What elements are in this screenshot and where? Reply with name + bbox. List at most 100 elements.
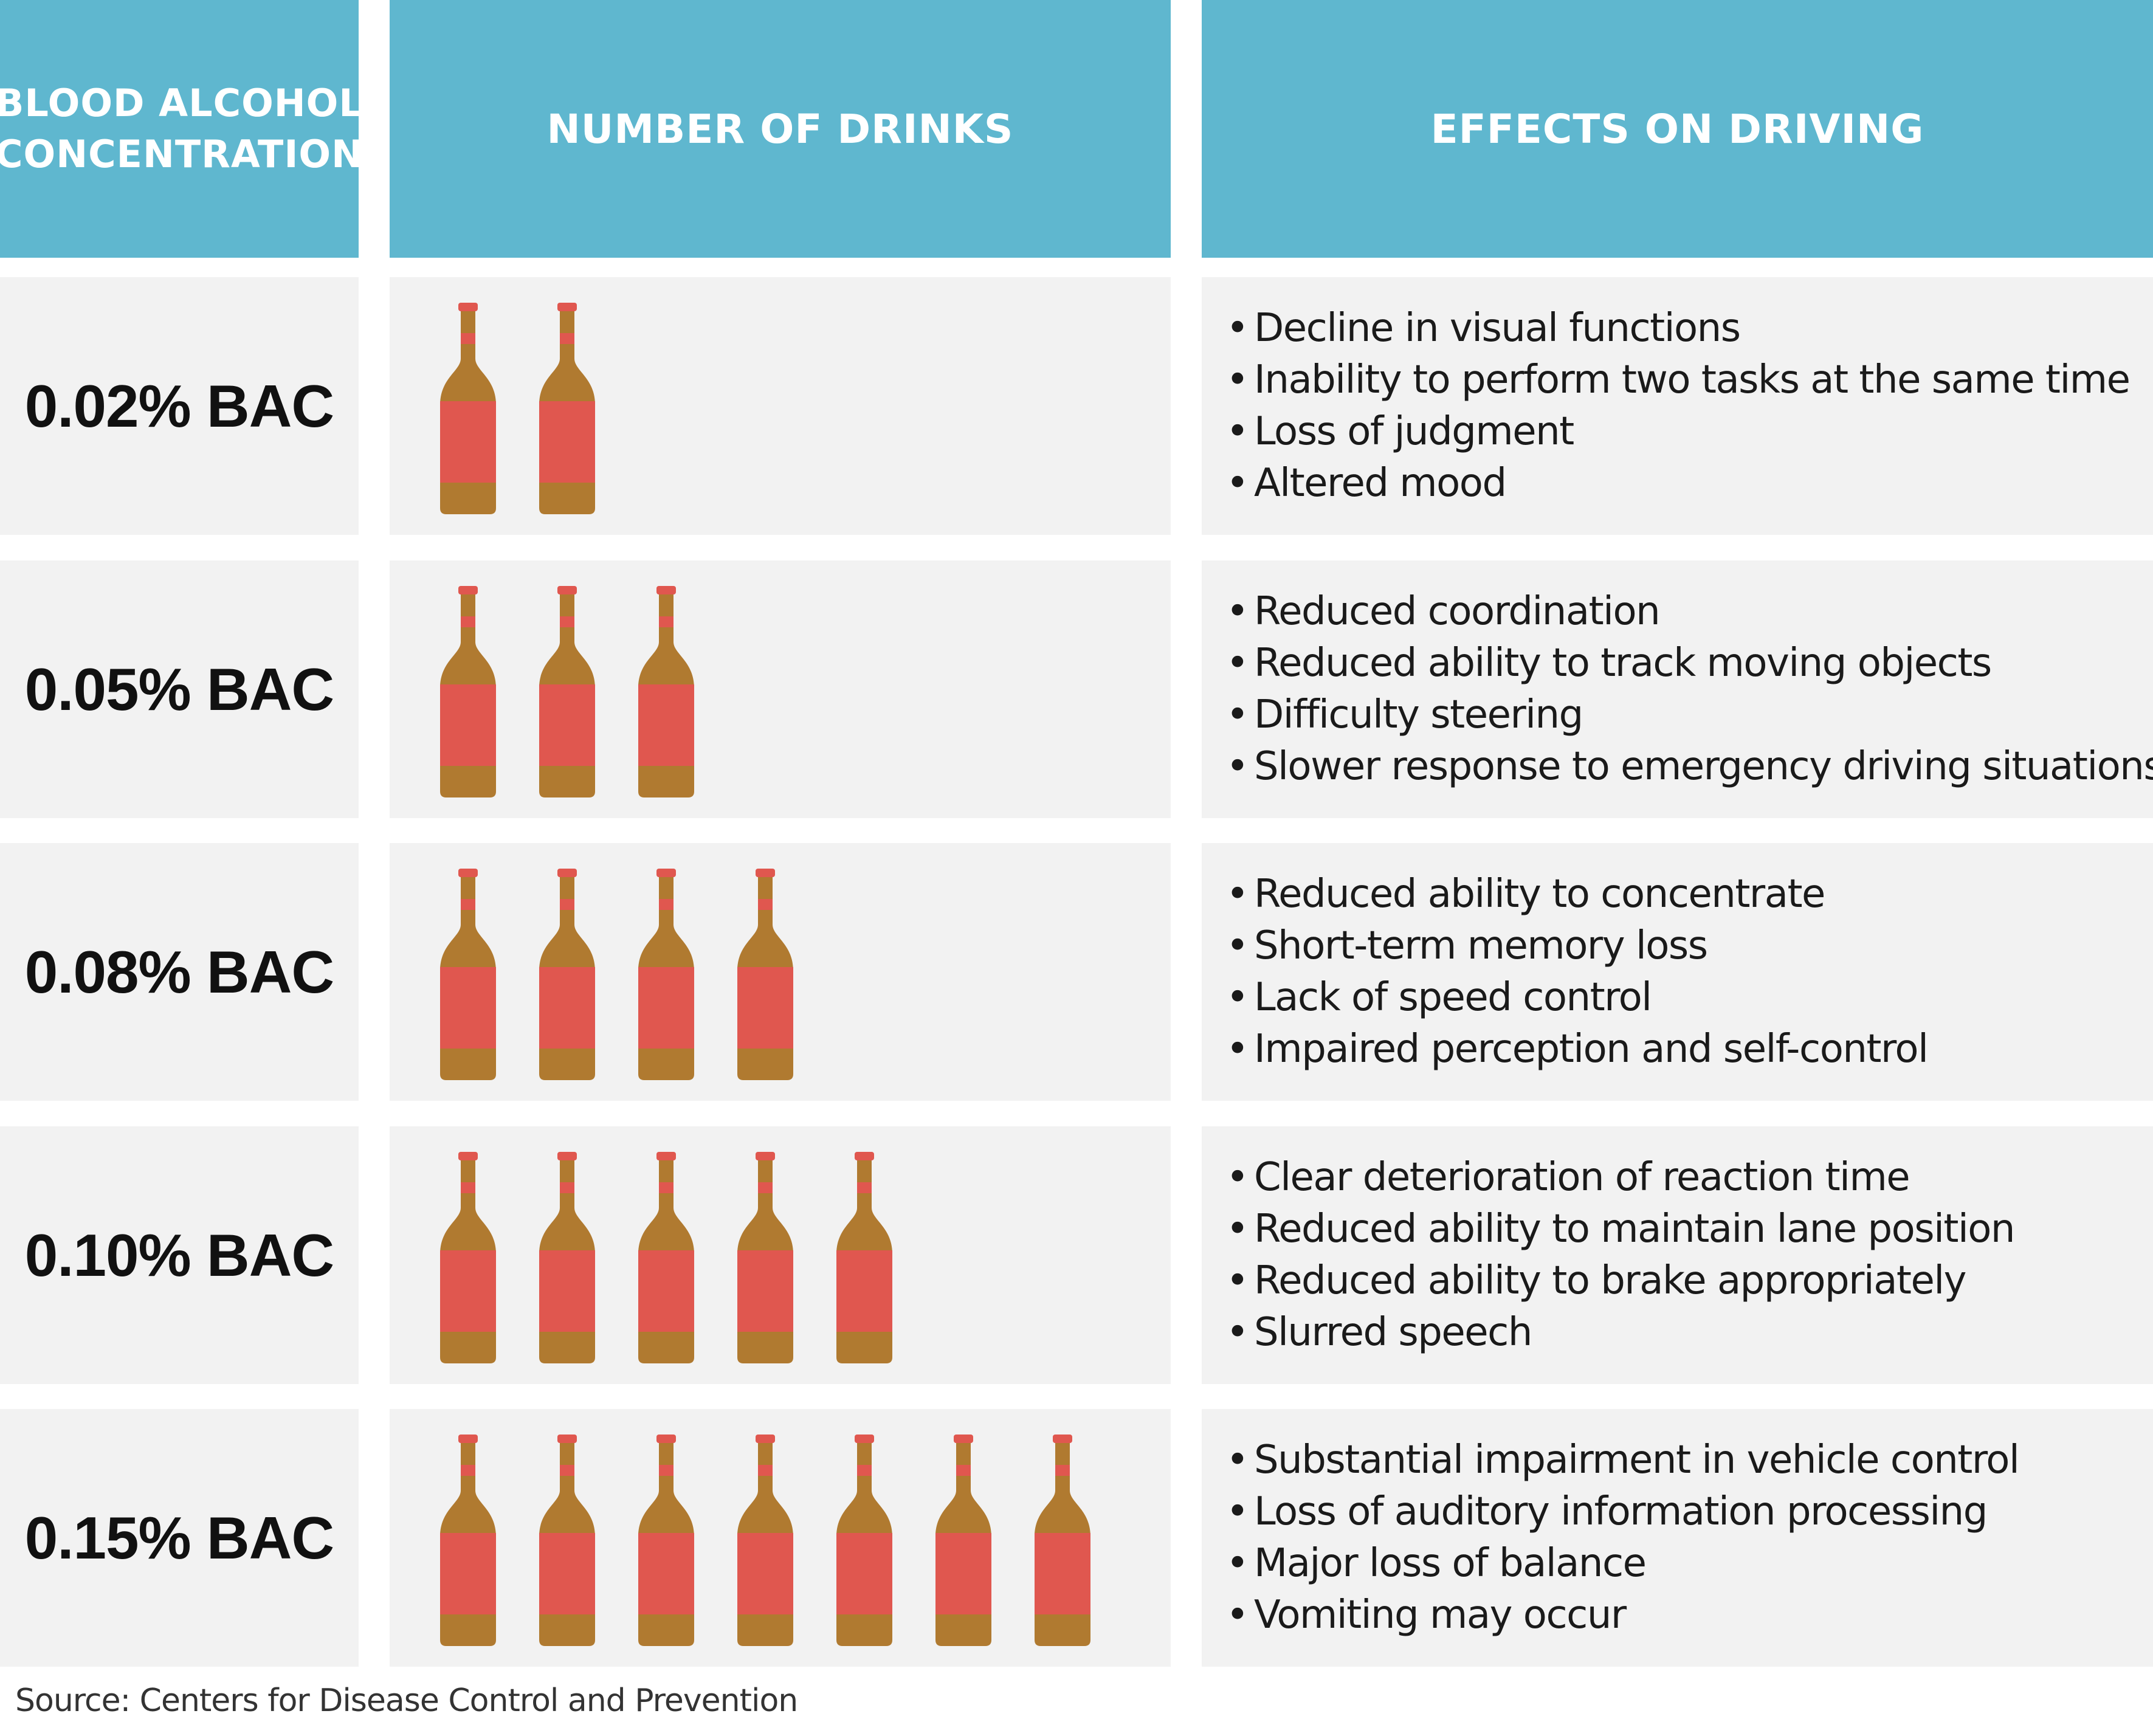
effect-text: Loss of judgment [1254,409,1574,454]
beer-bottle-icon [440,869,496,1080]
bullet-icon: • [1226,306,1249,351]
beer-bottle-icon [539,586,595,797]
drinks-cell [390,843,1171,1101]
header-effects: EFFECTS ON DRIVING [1202,0,2153,258]
effect-text: Reduced coordination [1254,589,1661,634]
drinks-cell [390,1409,1171,1667]
effects-list: • Clear deterioration of reaction time • R… [1226,1152,2153,1359]
effect-item: • Decline in visual functions [1226,303,2153,354]
effects-list: • Reduced ability to concentrate • Short-t… [1226,869,2153,1075]
effect-item: • Reduced coordination [1226,586,2153,638]
effects-list: • Decline in visual functions • Inability … [1226,303,2153,509]
beer-bottle-icon [836,1152,892,1363]
effect-text: Inability to perform two tasks at the sa… [1254,357,2131,402]
bullet-icon: • [1226,357,1249,402]
effect-item: • Vomiting may occur [1226,1590,2153,1641]
beer-bottle-icon [737,1152,793,1363]
bac-value: 0.08% BAC [24,938,334,1005]
beer-bottle-icon [737,869,793,1080]
beer-bottle-icon [539,869,595,1080]
beer-bottle-icon [440,586,496,797]
header-effects-label: EFFECTS ON DRIVING [1430,105,1924,153]
effect-text: Altered mood [1254,461,1507,506]
bullet-icon: • [1226,1207,1249,1252]
header-drinks: NUMBER OF DRINKS [390,0,1171,258]
effect-item: • Short-term memory loss [1226,920,2153,972]
effect-text: Substantial impairment in vehicle contro… [1254,1438,2020,1483]
beer-bottle-icon [638,1152,694,1363]
effect-item: • Slurred speech [1226,1307,2153,1359]
effect-item: • Impaired perception and self-control [1226,1024,2153,1075]
bullet-icon: • [1226,923,1249,968]
effect-text: Reduced ability to concentrate [1254,872,1825,917]
drinks-cell [390,1126,1171,1384]
effect-item: • Major loss of balance [1226,1538,2153,1590]
bullet-icon: • [1226,1489,1249,1534]
beer-bottle-icon [440,303,496,514]
header-bac: BLOOD ALCOHOL CONCENTRATION [0,0,363,258]
effect-text: Lack of speed control [1254,975,1652,1020]
bullet-icon: • [1226,692,1249,737]
effect-item: • Reduced ability to maintain lane positi… [1226,1204,2153,1255]
effect-item: • Slower response to emergency driving si… [1226,741,2153,793]
bullet-icon: • [1226,1027,1249,1072]
effects-cell: • Clear deterioration of reaction time • R… [1202,1126,2153,1384]
effect-item: • Inability to perform two tasks at the s… [1226,354,2153,406]
bac-cell: 0.05% BAC [0,560,359,818]
bullet-icon: • [1226,1155,1249,1200]
drinks-cell [390,277,1171,535]
beer-bottle-icon [737,1435,793,1646]
effect-text: Reduced ability to maintain lane positio… [1254,1207,2015,1252]
effect-text: Decline in visual functions [1254,306,1741,351]
effects-list: • Reduced coordination • Reduced ability t… [1226,586,2153,793]
effect-item: • Reduced ability to brake appropriately [1226,1255,2153,1307]
effect-item: • Loss of auditory information processing [1226,1486,2153,1538]
effects-list: • Substantial impairment in vehicle contr… [1226,1435,2153,1641]
effect-text: Major loss of balance [1254,1541,1647,1586]
beer-bottle-icon [1035,1435,1090,1646]
bullet-icon: • [1226,589,1249,634]
bullet-icon: • [1226,409,1249,454]
beer-bottle-icon [935,1435,991,1646]
bullet-icon: • [1226,461,1249,506]
beer-bottle-icon [440,1435,496,1646]
bac-cell: 0.15% BAC [0,1409,359,1667]
effects-cell: • Reduced coordination • Reduced ability t… [1202,560,2153,818]
bac-cell: 0.10% BAC [0,1126,359,1384]
bullet-icon: • [1226,1310,1249,1355]
effects-cell: • Substantial impairment in vehicle contr… [1202,1409,2153,1667]
effect-text: Reduced ability to brake appropriately [1254,1258,1967,1303]
bullet-icon: • [1226,641,1249,686]
bullet-icon: • [1226,872,1249,917]
beer-bottle-icon [440,1152,496,1363]
beer-bottle-icon [539,303,595,514]
bac-value: 0.02% BAC [24,372,334,439]
bac-cell: 0.02% BAC [0,277,359,535]
effect-item: • Clear deterioration of reaction time [1226,1152,2153,1204]
bullet-icon: • [1226,1541,1249,1586]
effect-text: Reduced ability to track moving objects [1254,641,1992,686]
effect-text: Difficulty steering [1254,692,1583,737]
effect-text: Impaired perception and self-control [1254,1027,1929,1072]
header-bac-label: BLOOD ALCOHOL CONCENTRATION [0,81,363,176]
effect-text: Slower response to emergency driving sit… [1254,744,2153,789]
beer-bottle-icon [539,1152,595,1363]
effect-text: Vomiting may occur [1254,1593,1627,1638]
bullet-icon: • [1226,1438,1249,1483]
effect-item: • Substantial impairment in vehicle contr… [1226,1435,2153,1486]
beer-bottle-icon [638,869,694,1080]
source-note: Source: Centers for Disease Control and … [15,1683,798,1719]
effect-text: Slurred speech [1254,1310,1532,1355]
effects-cell: • Reduced ability to concentrate • Short-t… [1202,843,2153,1101]
header-drinks-label: NUMBER OF DRINKS [546,105,1014,153]
bullet-icon: • [1226,1593,1249,1638]
beer-bottle-icon [539,1435,595,1646]
effect-item: • Altered mood [1226,458,2153,509]
effect-item: • Lack of speed control [1226,972,2153,1024]
bullet-icon: • [1226,1258,1249,1303]
effect-text: Short-term memory loss [1254,923,1708,968]
bac-value: 0.05% BAC [24,655,334,723]
effects-cell: • Decline in visual functions • Inability … [1202,277,2153,535]
effect-text: Clear deterioration of reaction time [1254,1155,1910,1200]
bullet-icon: • [1226,975,1249,1020]
